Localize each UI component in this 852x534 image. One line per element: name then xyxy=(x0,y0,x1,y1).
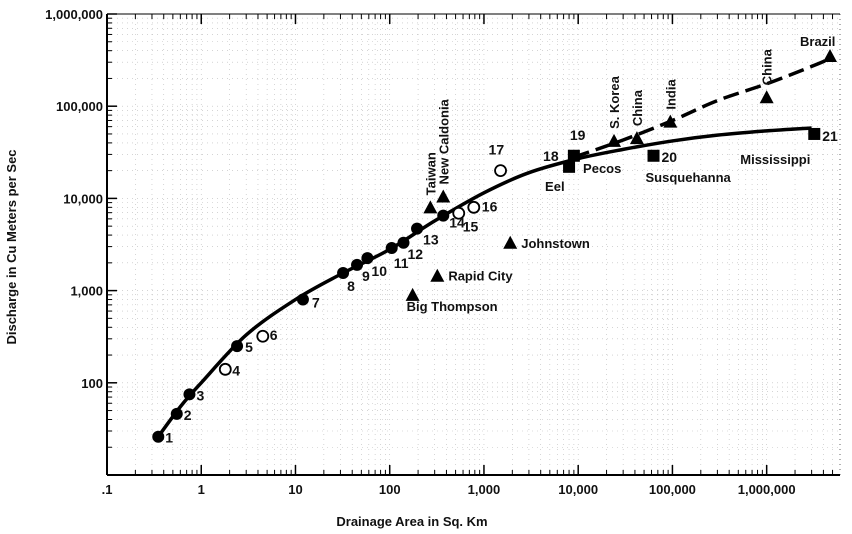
point-label: 9 xyxy=(362,268,370,284)
x-tick-label: 1,000,000 xyxy=(738,482,796,497)
x-axis-title: Drainage Area in Sq. Km xyxy=(336,514,487,529)
data-points xyxy=(152,49,838,443)
point-marker xyxy=(385,241,398,254)
point-marker xyxy=(607,133,622,147)
point-marker xyxy=(494,164,507,178)
x-tick-label: 100,000 xyxy=(649,482,696,497)
point-marker xyxy=(808,127,821,140)
tick-labels: .1 1 10 100 1,000 10,000 100,000 1,000,000 100 1,… xyxy=(45,7,795,497)
point-label: 6 xyxy=(270,327,278,343)
point-label: 7 xyxy=(312,295,320,311)
point-marker xyxy=(503,235,518,249)
point-label: 20 xyxy=(662,149,678,165)
point-label: 2 xyxy=(184,407,192,423)
point-label: China xyxy=(760,48,775,85)
point-label: 15 xyxy=(463,218,479,234)
x-tick-label: 100 xyxy=(379,482,401,497)
annotation-label: Eel xyxy=(545,179,565,194)
point-marker xyxy=(361,252,374,265)
point-label: S. Korea xyxy=(607,75,622,129)
point-marker xyxy=(256,329,270,343)
x-tick-label: 1 xyxy=(198,482,205,497)
point-marker xyxy=(437,209,450,222)
point-marker xyxy=(411,222,424,235)
point-marker xyxy=(296,293,309,306)
point-marker xyxy=(218,362,232,376)
point-marker xyxy=(170,407,183,420)
annotation-label: Mississippi xyxy=(740,152,810,167)
point-marker xyxy=(563,160,576,173)
point-label: 1 xyxy=(165,430,173,446)
annotation-label: Susquehanna xyxy=(646,170,732,185)
point-marker xyxy=(397,236,410,249)
y-tick-label: 1,000,000 xyxy=(45,7,103,22)
axes xyxy=(106,13,841,476)
point-label: 17 xyxy=(489,142,505,158)
point-marker xyxy=(467,200,481,214)
x-tick-label: 1,000 xyxy=(468,482,501,497)
x-tick-label: 10,000 xyxy=(558,482,598,497)
y-tick-label: 1,000 xyxy=(70,284,103,299)
point-label: China xyxy=(630,89,645,126)
point-marker xyxy=(436,189,451,203)
point-marker xyxy=(183,388,196,401)
grid xyxy=(107,14,840,475)
point-label: 8 xyxy=(347,278,355,294)
annotation-label: Pecos xyxy=(583,161,621,176)
point-label: 21 xyxy=(822,128,838,144)
point-label: India xyxy=(663,79,678,110)
point-marker xyxy=(823,49,838,63)
point-label: 5 xyxy=(245,339,253,355)
point-label: 18 xyxy=(543,148,559,164)
dashed-envelope-curve xyxy=(573,56,832,159)
point-marker xyxy=(351,258,364,271)
y-axis-title: Discharge in Cu Meters per Sec xyxy=(4,149,19,344)
point-marker xyxy=(423,200,438,214)
point-label: 3 xyxy=(196,387,204,403)
point-marker xyxy=(759,90,774,104)
point-marker xyxy=(430,268,445,282)
point-marker xyxy=(337,267,350,280)
point-label: Johnstown xyxy=(521,236,590,251)
x-tick-label: 10 xyxy=(288,482,302,497)
point-label: Big Thompson xyxy=(407,299,498,314)
point-label: New Caldonia xyxy=(436,98,451,184)
point-label: 14 xyxy=(449,215,465,231)
point-label: Rapid City xyxy=(448,269,513,284)
point-marker xyxy=(405,287,420,301)
point-label: 13 xyxy=(423,232,439,248)
point-label: 16 xyxy=(482,198,498,214)
point-label: 4 xyxy=(232,362,240,378)
y-tick-label: 100 xyxy=(81,376,103,391)
point-marker xyxy=(567,149,580,162)
point-marker xyxy=(231,340,244,353)
point-marker xyxy=(452,206,466,220)
y-tick-label: 10,000 xyxy=(63,191,103,206)
point-marker xyxy=(629,131,644,145)
x-tick-label: .1 xyxy=(102,482,113,497)
point-label: Taiwan xyxy=(423,152,438,195)
point-label: Brazil xyxy=(800,34,835,49)
point-label: 19 xyxy=(570,127,586,143)
point-label: 12 xyxy=(407,246,423,262)
point-marker xyxy=(152,430,165,443)
point-marker xyxy=(663,114,678,128)
point-marker xyxy=(647,149,660,162)
point-label: 10 xyxy=(371,263,387,279)
y-tick-label: 100,000 xyxy=(56,99,103,114)
point-label: 11 xyxy=(394,255,409,271)
